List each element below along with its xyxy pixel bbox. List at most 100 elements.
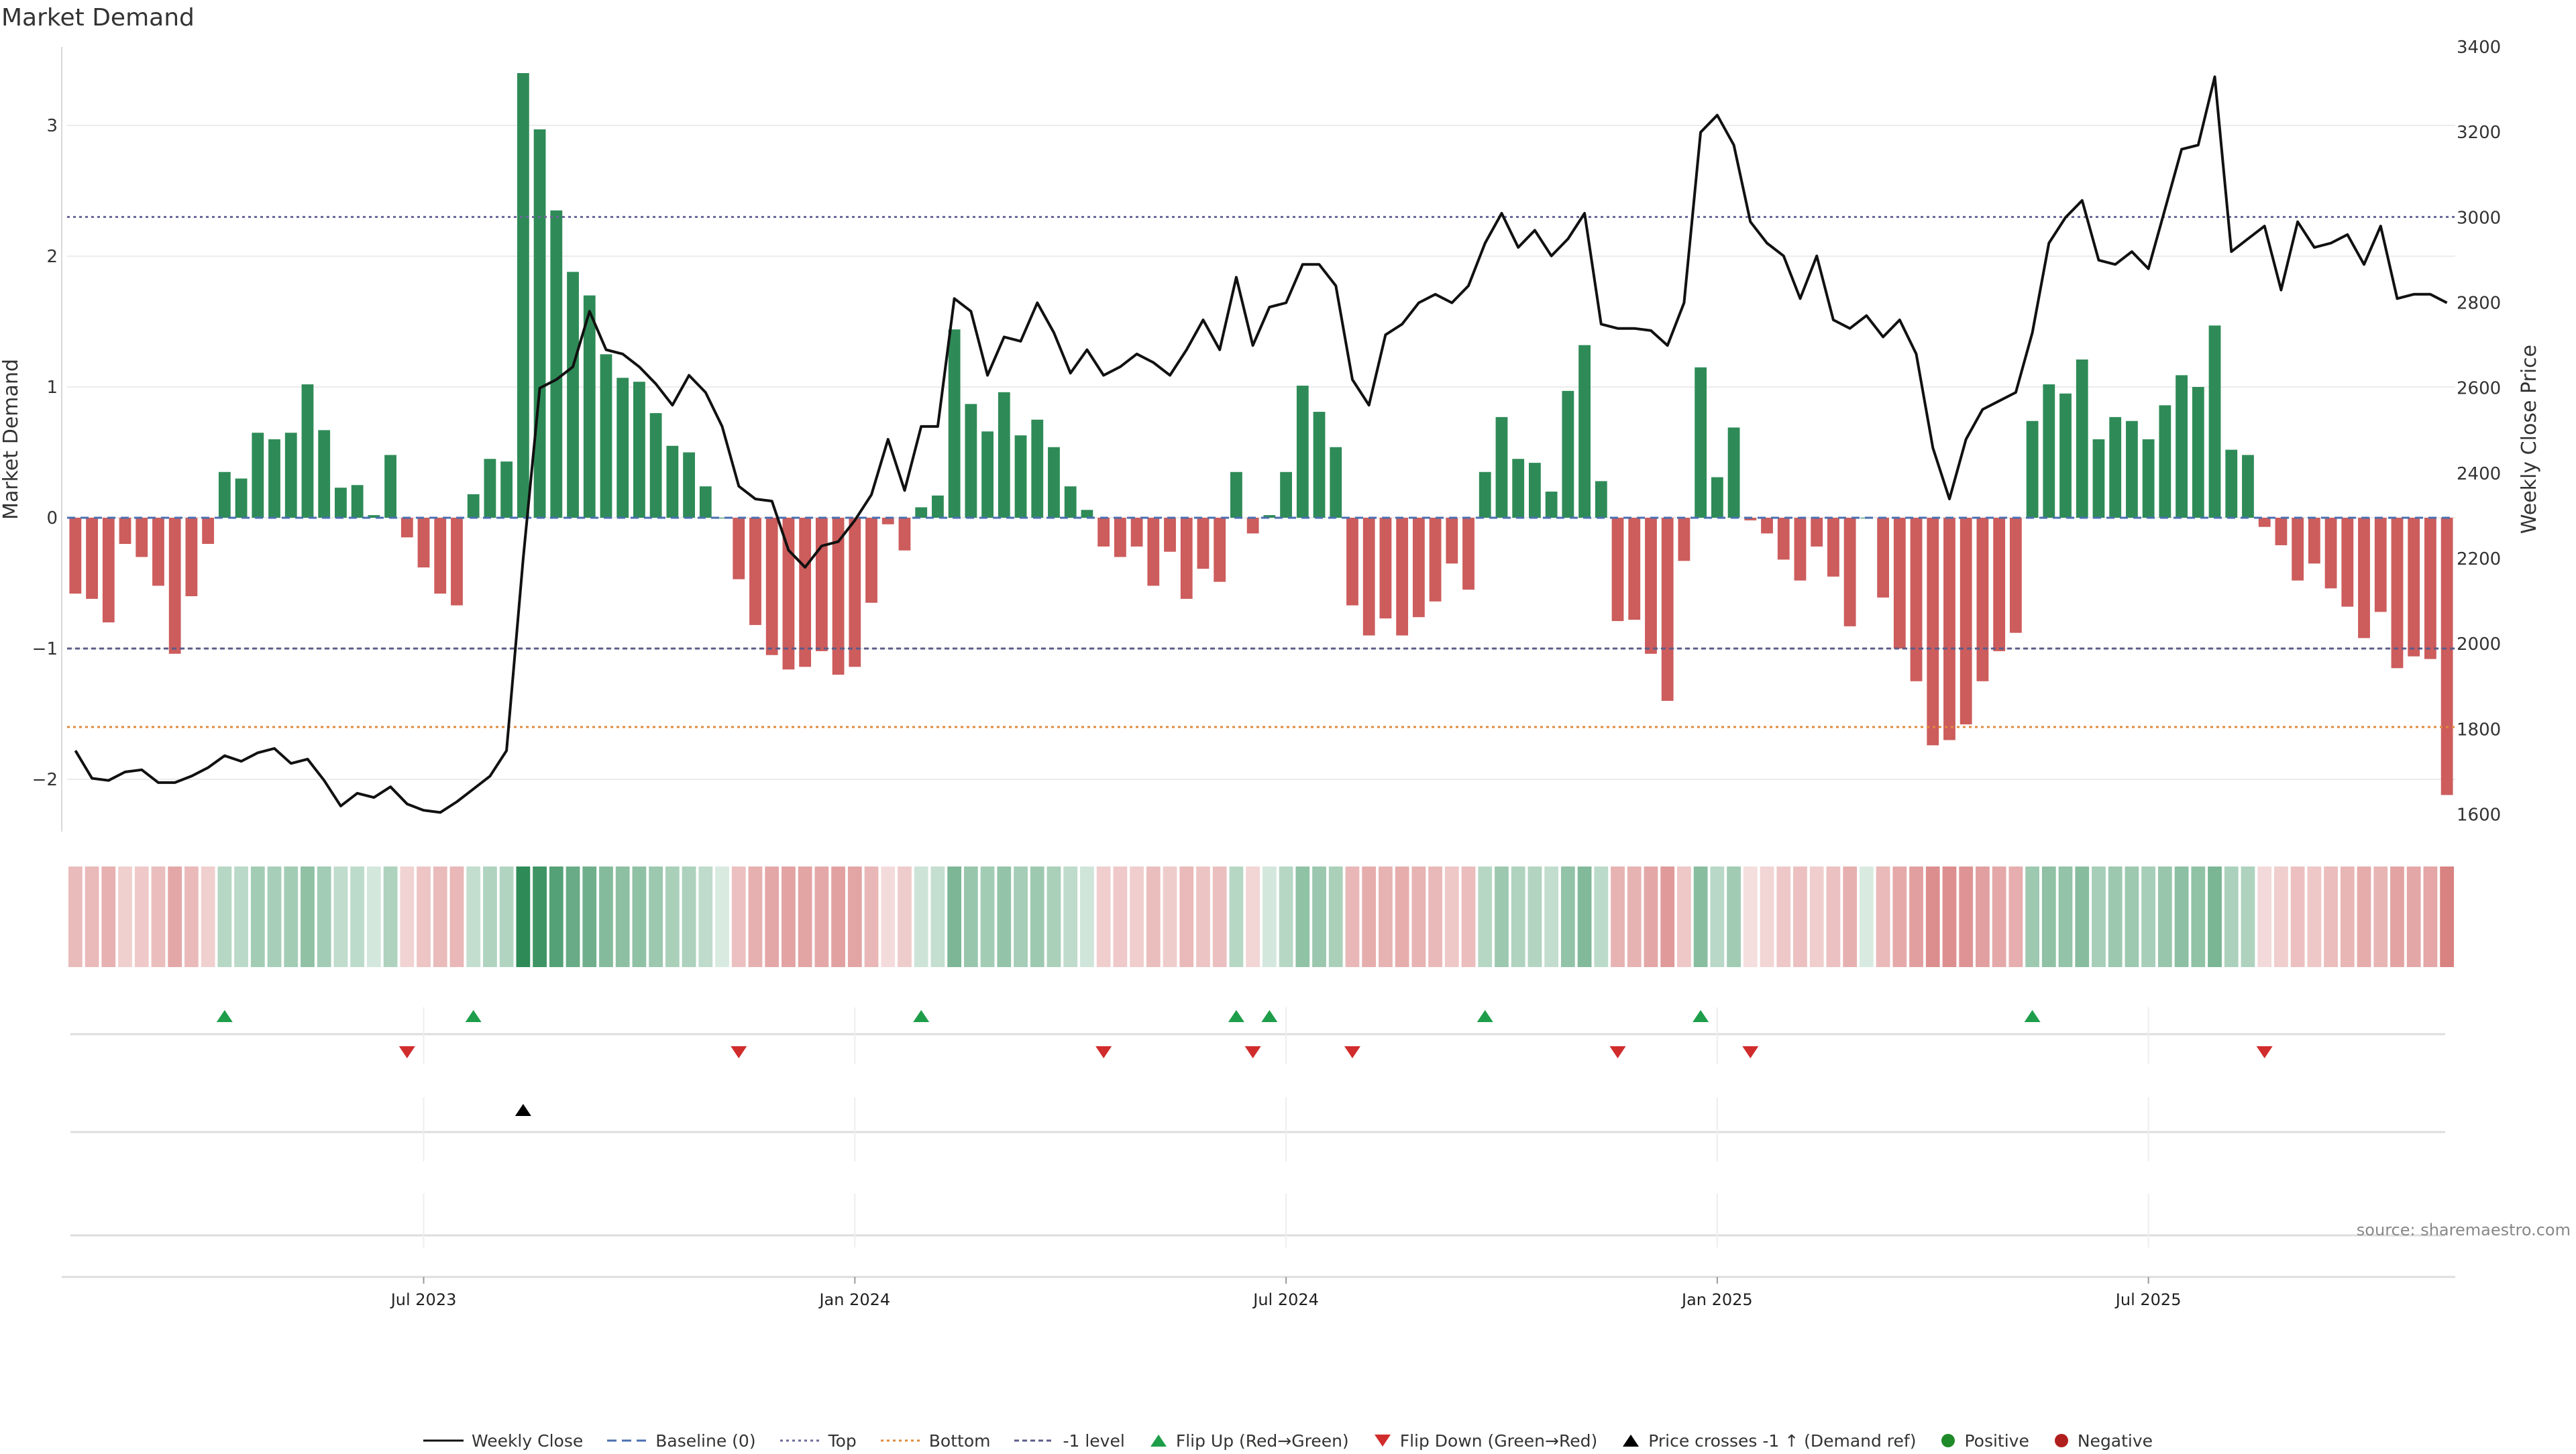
heat-strip-cell [2025,866,2039,967]
demand-bar [1429,518,1442,602]
triangle-up-icon [1150,1435,1167,1447]
demand-bar [1578,345,1591,518]
heat-strip-cell [1279,866,1293,967]
heat-strip-cell [2108,866,2123,967]
demand-bar [102,518,115,622]
heat-strip-cell [2174,866,2189,967]
flip-up-marker [1477,1010,1493,1022]
heat-strip-cell [963,866,978,967]
legend-baseline-label: Baseline (0) [655,1431,756,1451]
heat-strip-cell [599,866,613,967]
heat-strip-cell [1959,866,1974,967]
demand-bar [1893,518,1906,649]
heat-strip-cell [1328,866,1343,967]
heat-strip-cell [698,866,713,967]
demand-bar [733,518,745,579]
heat-strip-cell [566,866,580,967]
heat-strip-cell [483,866,497,967]
demand-bar [1412,518,1425,618]
heat-strip-cell [1362,866,1377,967]
legend-flip-down-label: Flip Down (Green→Red) [1399,1431,1598,1451]
y-tick-label: −1 [32,639,58,659]
flip-up-marker [216,1010,233,1022]
heat-strip-cell [118,866,132,967]
demand-bar [2192,387,2204,518]
heat-strip-cell [649,866,663,967]
heat-strip-cell [1843,866,1858,967]
heat-strip-cell [1063,866,1078,967]
demand-bar [1446,518,1458,564]
legend-flip-up: Flip Up (Red→Green) [1149,1431,1349,1451]
demand-bar [467,494,480,518]
heat-strip-cell [383,866,398,967]
heat-strip-cell [748,866,763,967]
demand-bar [1645,518,1657,654]
flip-up-marker [1261,1010,1278,1022]
y2-tick-label: 2800 [2457,294,2501,314]
dashed-line-swatch-icon [1014,1439,1055,1442]
y2-tick-label: 2000 [2457,634,2501,655]
heat-strip-cell [1992,866,2006,967]
demand-bar [351,485,364,518]
y-tick-label: −2 [32,770,58,790]
legend-flip-down: Flip Down (Green→Red) [1373,1431,1598,1451]
heat-strip-cell [1577,866,1592,967]
heat-strip-cell [2157,866,2172,967]
demand-bar [2059,393,2072,518]
demand-bar [1064,486,1077,518]
heat-strip-cell [632,866,647,967]
heat-strip-cell [2406,866,2421,967]
heat-strip-cell [417,866,431,967]
demand-bar [2126,421,2138,518]
heat-strip-cell [1379,866,1393,967]
heat-strip-cell [881,866,896,967]
demand-bar [484,459,496,518]
heat-strip-cell [1246,866,1260,967]
heat-strip-cell [1130,866,1144,967]
heat-strip-cell [1262,866,1277,967]
demand-bar [2142,439,2155,518]
heat-strip-cell [1046,866,1061,967]
demand-bar [1296,386,1309,518]
heat-strip-cell [466,866,481,967]
heat-strip-cell [2224,866,2239,967]
demand-bar [2092,439,2105,518]
demand-bar [1114,518,1126,557]
heat-strip-cell [831,866,845,967]
heat-strip-cell [847,866,862,967]
heat-strip-cell [1677,866,1691,967]
heat-strip-cell [1727,866,1741,967]
heat-strip-cell [615,866,630,967]
demand-bar [1214,518,1226,582]
heat-strip-cell [798,866,812,967]
x-tick-label: Jan 2025 [1680,1290,1753,1309]
legend-positive: Positive [1940,1431,2029,1451]
heat-strip-cell [1627,866,1642,967]
demand-bar [1462,518,1474,590]
demand-bar [1727,427,1740,518]
y2-tick-label: 3000 [2457,208,2501,228]
heat-strip-cell [1428,866,1442,967]
demand-bar [1993,518,2006,651]
demand-bar [849,518,861,667]
heat-strip-cell [433,866,447,967]
heat-strip-cell [782,866,796,967]
heat-strip-cell [201,866,215,967]
heat-strip-cell [2373,866,2388,967]
flip-down-marker [398,1046,415,1058]
heat-strip-cell [234,866,248,967]
demand-bar [500,461,513,518]
heat-strip-cell [898,866,912,967]
flip-down-marker [2256,1046,2273,1058]
demand-bar [2341,518,2354,607]
heat-strip-cell [2324,866,2338,967]
demand-bar [1346,518,1358,606]
legend-flip-up-label: Flip Up (Red→Green) [1175,1431,1349,1451]
demand-bar [2009,518,2022,633]
heat-strip-cell [2357,866,2371,967]
demand-bar [1761,518,1773,534]
demand-bar [235,478,248,518]
heat-strip-cell [1444,866,1459,967]
x-tick-label: Jul 2025 [2114,1290,2182,1309]
